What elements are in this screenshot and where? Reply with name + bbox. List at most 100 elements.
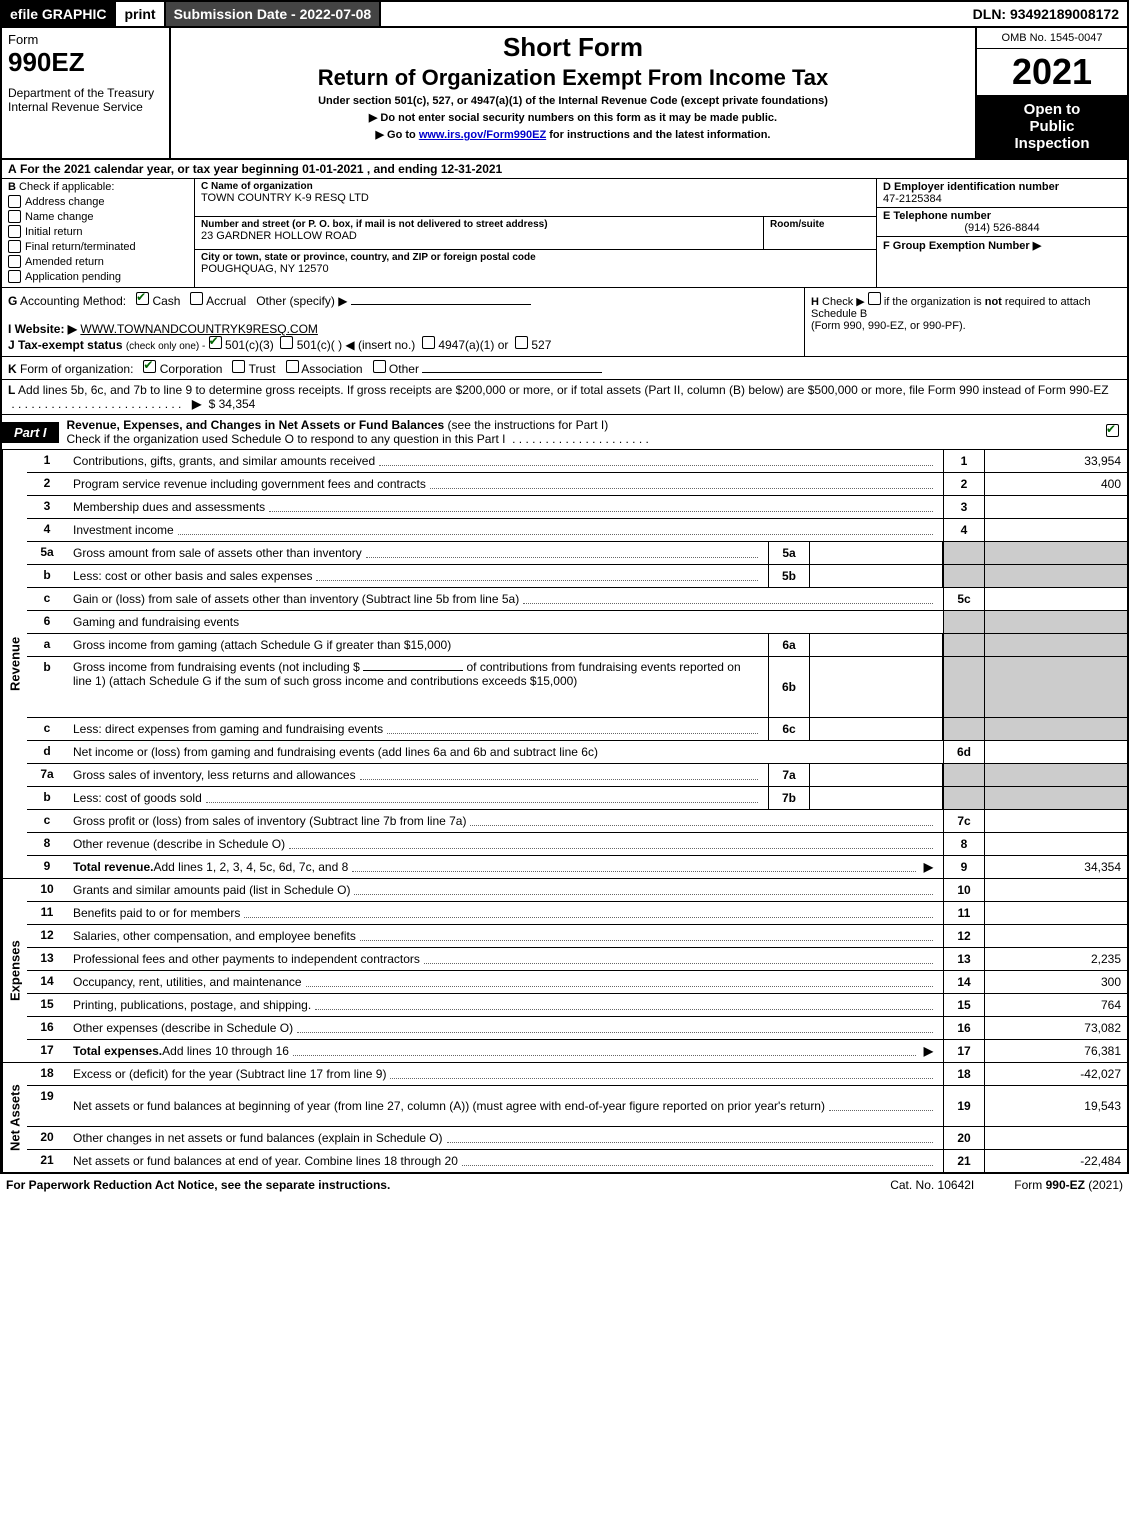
part-1-label: Part I (2, 422, 59, 443)
catalog-number: Cat. No. 10642I (890, 1178, 974, 1192)
header-right: OMB No. 1545-0047 2021 Open to Public In… (975, 28, 1127, 158)
city-row: City or town, state or province, country… (195, 250, 876, 287)
dln-label: DLN: 93492189008172 (965, 2, 1127, 26)
line-6b-value (810, 657, 943, 717)
print-button[interactable]: print (116, 2, 165, 26)
line-13-value: 2,235 (985, 948, 1127, 970)
section-g: G Accounting Method: Cash Accrual Other … (2, 288, 804, 356)
line-5a-value (810, 542, 943, 564)
form-ref: Form 990-EZ (2021) (1014, 1178, 1123, 1192)
line-6a-value (810, 634, 943, 656)
line-3-value (985, 496, 1127, 518)
cb-schedule-b[interactable] (868, 292, 881, 305)
line-7a: 7a Gross sales of inventory, less return… (27, 764, 1127, 787)
revenue-group: Revenue 1 Contributions, gifts, grants, … (2, 450, 1127, 879)
line-18: 18 Excess or (deficit) for the year (Sub… (27, 1063, 1127, 1086)
line-10: 10 Grants and similar amounts paid (list… (27, 879, 1127, 902)
org-name-row: C Name of organization TOWN COUNTRY K-9 … (195, 179, 876, 217)
line-2: 2 Program service revenue including gove… (27, 473, 1127, 496)
line-6d: d Net income or (loss) from gaming and f… (27, 741, 1127, 764)
section-b: B Check if applicable: Address change Na… (2, 179, 195, 287)
cb-cash[interactable] (136, 292, 149, 305)
line-6d-value (985, 741, 1127, 763)
line-4: 4 Investment income 4 (27, 519, 1127, 542)
line-14-value: 300 (985, 971, 1127, 993)
line-5c-value (985, 588, 1127, 610)
line-6c-value (810, 718, 943, 740)
line-5b-value (810, 565, 943, 587)
line-7c: c Gross profit or (loss) from sales of i… (27, 810, 1127, 833)
other-org-input[interactable] (422, 372, 602, 373)
section-h: H Check ▶ if the organization is not req… (804, 288, 1127, 356)
line-4-value (985, 519, 1127, 541)
net-assets-side-label: Net Assets (2, 1063, 27, 1172)
tax-year: 2021 (977, 49, 1127, 95)
form-number: 990EZ (8, 47, 163, 78)
line-20-value (985, 1127, 1127, 1149)
cb-address-change[interactable]: Address change (8, 195, 188, 208)
cb-accrual[interactable] (190, 292, 203, 305)
line-11: 11 Benefits paid to or for members 11 (27, 902, 1127, 925)
cb-501c[interactable] (280, 336, 293, 349)
cb-amended-return[interactable]: Amended return (8, 255, 188, 268)
line-5c: c Gain or (loss) from sale of assets oth… (27, 588, 1127, 611)
section-c: C Name of organization TOWN COUNTRY K-9 … (195, 179, 876, 287)
line-18-value: -42,027 (985, 1063, 1127, 1085)
cb-application-pending[interactable]: Application pending (8, 270, 188, 283)
top-bar: efile GRAPHIC print Submission Date - 20… (0, 0, 1129, 28)
expenses-group: Expenses 10 Grants and similar amounts p… (2, 879, 1127, 1063)
street-row: Number and street (or P. O. box, if mail… (195, 217, 876, 251)
line-7c-value (985, 810, 1127, 832)
line-1-value: 33,954 (985, 450, 1127, 472)
line-5b: b Less: cost or other basis and sales ex… (27, 565, 1127, 588)
line-10-value (985, 879, 1127, 901)
efile-label: efile GRAPHIC (2, 2, 116, 26)
line-6a: a Gross income from gaming (attach Sched… (27, 634, 1127, 657)
cb-501c3[interactable] (209, 336, 222, 349)
line-6c: c Less: direct expenses from gaming and … (27, 718, 1127, 741)
title-short-form: Short Form (175, 32, 971, 63)
irs-label: Internal Revenue Service (8, 100, 163, 114)
website-link[interactable]: WWW.TOWNANDCOUNTRYK9RESQ.COM (80, 322, 318, 336)
net-assets-group: Net Assets 18 Excess or (deficit) for th… (2, 1063, 1127, 1174)
section-e: E Telephone number (914) 526-8844 (877, 208, 1127, 237)
cb-final-return[interactable]: Final return/terminated (8, 240, 188, 253)
city-state-zip: POUGHQUAG, NY 12570 (201, 263, 870, 275)
header-center: Short Form Return of Organization Exempt… (171, 28, 975, 158)
cb-trust[interactable] (232, 360, 245, 373)
line-2-value: 400 (985, 473, 1127, 495)
section-k: K Form of organization: Corporation Trus… (0, 357, 1129, 380)
part-1-schedule-o-cb[interactable] (1098, 421, 1127, 443)
revenue-side-label: Revenue (2, 450, 27, 878)
cb-527[interactable] (515, 336, 528, 349)
paperwork-notice: For Paperwork Reduction Act Notice, see … (6, 1178, 850, 1192)
cb-initial-return[interactable]: Initial return (8, 225, 188, 238)
section-a: A For the 2021 calendar year, or tax yea… (0, 160, 1129, 179)
form-label: Form (8, 32, 163, 47)
title-main: Return of Organization Exempt From Incom… (175, 65, 971, 91)
line-13: 13 Professional fees and other payments … (27, 948, 1127, 971)
instruction-link: ▶ Go to www.irs.gov/Form990EZ for instru… (175, 128, 971, 141)
title-subtitle: Under section 501(c), 527, or 4947(a)(1)… (175, 95, 971, 107)
line-15: 15 Printing, publications, postage, and … (27, 994, 1127, 1017)
line-8-value (985, 833, 1127, 855)
other-method-input[interactable] (351, 304, 531, 305)
line-7b-value (810, 787, 943, 809)
cb-name-change[interactable]: Name change (8, 210, 188, 223)
line-6: 6 Gaming and fundraising events (27, 611, 1127, 634)
line-17-value: 76,381 (985, 1040, 1127, 1062)
line-9: 9 Total revenue. Add lines 1, 2, 3, 4, 5… (27, 856, 1127, 878)
cb-other-org[interactable] (373, 360, 386, 373)
line-6b-amount-input[interactable] (363, 670, 463, 671)
cb-corporation[interactable] (143, 360, 156, 373)
cb-4947[interactable] (422, 336, 435, 349)
line-3: 3 Membership dues and assessments 3 (27, 496, 1127, 519)
line-20: 20 Other changes in net assets or fund b… (27, 1127, 1127, 1150)
part-1-title: Revenue, Expenses, and Changes in Net As… (59, 415, 1098, 449)
section-d: D Employer identification number 47-2125… (877, 179, 1127, 208)
irs-link[interactable]: www.irs.gov/Form990EZ (419, 129, 546, 141)
section-ghij: G Accounting Method: Cash Accrual Other … (0, 288, 1129, 357)
line-7a-value (810, 764, 943, 786)
line-12: 12 Salaries, other compensation, and emp… (27, 925, 1127, 948)
cb-association[interactable] (286, 360, 299, 373)
